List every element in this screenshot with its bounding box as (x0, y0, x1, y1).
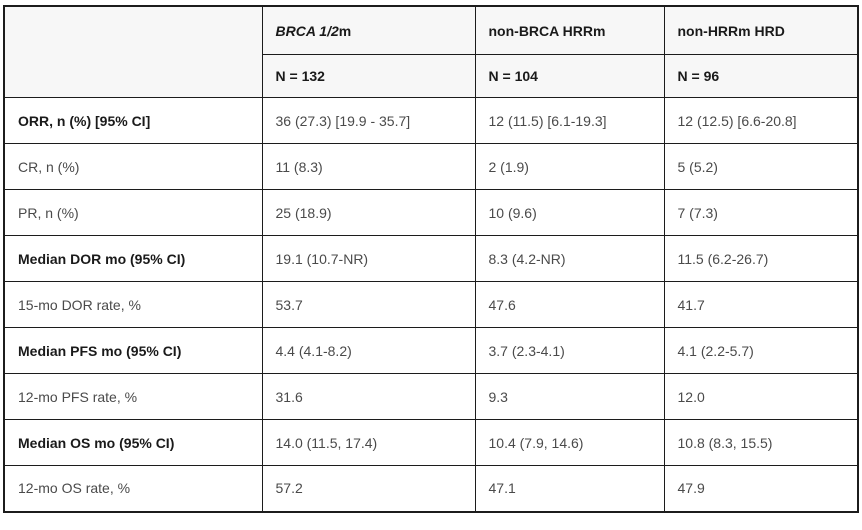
row-label: 12-mo OS rate, % (3, 465, 263, 512)
value-cell: 4.4 (4.1-8.2) (261, 327, 476, 374)
n-cell-brca: N = 132 (261, 54, 476, 98)
value-cell: 11 (8.3) (261, 143, 476, 190)
results-table: BRCA 1/2m non-BRCA HRRm non-HRRm HRD N =… (3, 5, 859, 513)
row-label: PR, n (%) (3, 189, 263, 236)
value-cell: 3.7 (2.3-4.1) (474, 327, 665, 374)
value-cell: 10.4 (7.9, 14.6) (474, 419, 665, 466)
n-cell-non-hrrm-hrd: N = 96 (663, 54, 859, 98)
table-row-dor-rate: 15-mo DOR rate, % 53.7 47.6 41.7 (3, 281, 859, 328)
value-cell: 14.0 (11.5, 17.4) (261, 419, 476, 466)
value-cell: 4.1 (2.2-5.7) (663, 327, 859, 374)
value-cell: 10.8 (8.3, 15.5) (663, 419, 859, 466)
value-cell: 5 (5.2) (663, 143, 859, 190)
row-label: 15-mo DOR rate, % (3, 281, 263, 328)
table-row-cr: CR, n (%) 11 (8.3) 2 (1.9) 5 (5.2) (3, 143, 859, 190)
value-cell: 2 (1.9) (474, 143, 665, 190)
gene-suffix: m (338, 22, 352, 39)
value-cell: 9.3 (474, 373, 665, 420)
table-row-os-rate: 12-mo OS rate, % 57.2 47.1 47.9 (3, 465, 859, 512)
row-label: Median PFS mo (95% CI) (3, 327, 263, 374)
row-label: Median DOR mo (95% CI) (3, 235, 263, 282)
column-header-brca: BRCA 1/2m (261, 5, 476, 55)
value-cell: 12 (11.5) [6.1-19.3] (474, 97, 665, 144)
corner-cell (3, 5, 263, 98)
table-row-pr: PR, n (%) 25 (18.9) 10 (9.6) 7 (7.3) (3, 189, 859, 236)
value-cell: 31.6 (261, 373, 476, 420)
n-cell-non-brca-hrrm: N = 104 (474, 54, 665, 98)
value-cell: 57.2 (261, 465, 476, 512)
row-label: Median OS mo (95% CI) (3, 419, 263, 466)
value-cell: 41.7 (663, 281, 859, 328)
value-cell: 12 (12.5) [6.6-20.8] (663, 97, 859, 144)
value-cell: 36 (27.3) [19.9 - 35.7] (261, 97, 476, 144)
table-row-median-dor: Median DOR mo (95% CI) 19.1 (10.7-NR) 8.… (3, 235, 859, 282)
value-cell: 47.6 (474, 281, 665, 328)
value-cell: 25 (18.9) (261, 189, 476, 236)
column-header-non-hrrm-hrd: non-HRRm HRD (663, 5, 859, 55)
value-cell: 7 (7.3) (663, 189, 859, 236)
row-label: CR, n (%) (3, 143, 263, 190)
value-cell: 11.5 (6.2-26.7) (663, 235, 859, 282)
table-row-median-os: Median OS mo (95% CI) 14.0 (11.5, 17.4) … (3, 419, 859, 466)
value-cell: 19.1 (10.7-NR) (261, 235, 476, 282)
table-row-pfs-rate: 12-mo PFS rate, % 31.6 9.3 12.0 (3, 373, 859, 420)
table-row-median-pfs: Median PFS mo (95% CI) 4.4 (4.1-8.2) 3.7… (3, 327, 859, 374)
value-cell: 10 (9.6) (474, 189, 665, 236)
row-label: ORR, n (%) [95% CI] (3, 97, 263, 144)
value-cell: 12.0 (663, 373, 859, 420)
value-cell: 47.9 (663, 465, 859, 512)
gene-name-italic: BRCA 1/2 (275, 22, 339, 39)
header-row-groups: BRCA 1/2m non-BRCA HRRm non-HRRm HRD (3, 5, 859, 98)
column-header-non-brca-hrrm: non-BRCA HRRm (474, 5, 665, 55)
value-cell: 8.3 (4.2-NR) (474, 235, 665, 282)
value-cell: 53.7 (261, 281, 476, 328)
header-row-n: N = 132 N = 104 N = 96 (4, 54, 859, 98)
row-label: 12-mo PFS rate, % (3, 373, 263, 420)
value-cell: 47.1 (474, 465, 665, 512)
table-row-orr: ORR, n (%) [95% CI] 36 (27.3) [19.9 - 35… (3, 97, 859, 144)
